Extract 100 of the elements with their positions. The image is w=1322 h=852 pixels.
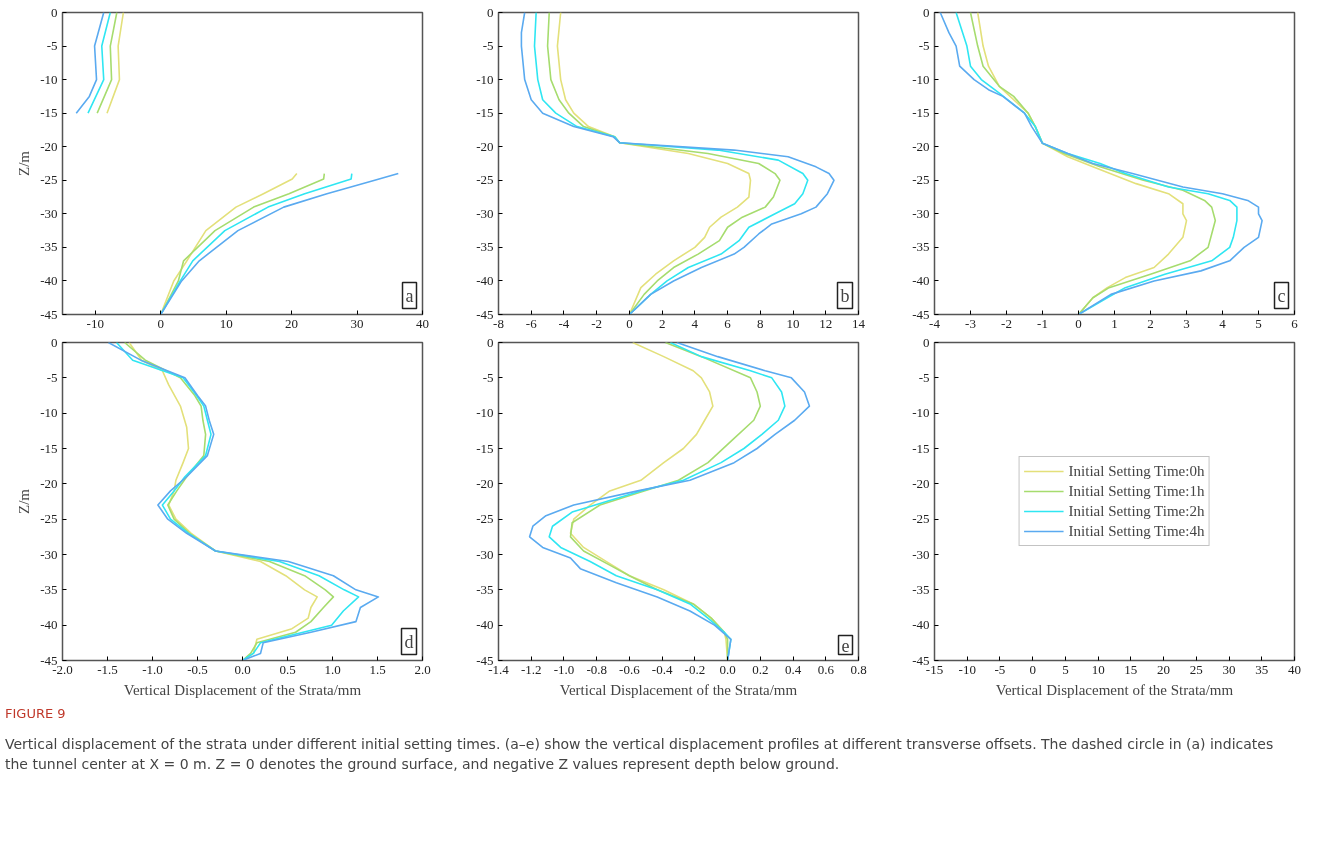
x-tick-label: 30 [350,315,364,331]
y-tick-label: 0 [487,334,494,350]
x-tick-label: -2 [591,315,603,331]
x-tick-label: 5 [1062,661,1069,677]
x-tick-label: -8 [493,315,504,331]
x-axis-title: Vertical Displacement of the Strata/mm [123,681,362,698]
x-tick-label: 30 [1222,661,1236,677]
line-series [556,12,752,315]
y-tick-label: -25 [40,172,58,188]
y-tick-label: -30 [476,546,494,562]
x-tick-label: 3 [1183,315,1190,331]
y-tick-label: 0 [487,4,494,20]
x-tick-label: 0.8 [850,661,867,677]
y-tick-label: -5 [46,369,58,385]
y-tick-label: -30 [40,205,58,221]
y-tick-label: -40 [40,272,58,288]
y-tick-label: -15 [912,105,930,121]
y-tick-label: -40 [912,617,930,633]
y-tick-label: -10 [40,405,58,421]
annotation: b [840,285,850,306]
x-tick-label: 2.0 [414,661,431,677]
y-tick-label: -35 [476,581,494,597]
x-tick-label: -4 [558,315,570,331]
x-tick-label: -6 [525,315,538,331]
x-tick-label: 2 [658,315,666,331]
y-tick-label: -25 [40,511,58,527]
x-tick-label: -1 [1037,315,1048,331]
y-tick-label: -35 [476,239,494,255]
y-tick-label: -20 [476,475,494,491]
legend-label: Initial Setting Time:0h [1068,462,1205,480]
legend-label: Initial Setting Time:2h [1068,502,1205,520]
y-tick-label: -30 [476,205,494,221]
x-tick-label: 20 [1157,661,1171,677]
y-tick-label: -30 [912,546,930,562]
x-tick-label: 2 [1147,315,1154,331]
y-tick-label: -10 [912,71,930,87]
x-tick-label: -0.6 [619,661,641,677]
y-tick-label: 0 [923,334,930,350]
x-tick-label: 0.0 [719,661,736,677]
x-tick-label: 10 [786,315,800,331]
x-tick-label: 40 [416,315,429,331]
x-tick-label: 6 [1291,315,1299,331]
y-tick-label: -15 [40,440,58,456]
x-tick-label: 8 [757,315,764,331]
y-tick-label: -10 [912,405,930,421]
y-tick-label: -40 [476,272,494,288]
y-tick-label: -45 [912,306,930,322]
x-tick-label: 0.0 [234,661,251,677]
x-tick-label: 20 [285,315,299,331]
y-tick-label: -5 [918,369,930,385]
x-tick-label: -0.4 [651,661,673,677]
y-tick-label: -25 [912,511,930,527]
x-tick-label: 14 [852,315,866,331]
x-tick-label: 0 [157,315,164,331]
x-axis-title: Vertical Displacement of the Strata/mm [559,681,798,698]
y-tick-label: -15 [912,440,930,456]
x-tick-label: 0.4 [784,661,802,677]
y-tick-label: -35 [912,581,930,597]
y-tick-label: -5 [46,38,58,54]
x-tick-label: 4 [691,315,699,331]
y-axis-title: Z/m [16,488,33,514]
x-tick-label: -1.2 [520,661,542,677]
x-tick-label: 25 [1189,661,1203,677]
x-tick-label: 4 [1219,315,1227,331]
x-tick-label: -10 [86,315,104,331]
y-tick-label: -40 [476,617,494,633]
x-tick-label: 0 [1029,661,1036,677]
x-tick-label: -5 [994,661,1006,677]
annotation: a [405,285,414,306]
x-tick-label: -0.8 [586,661,607,677]
y-tick-label: -30 [40,546,58,562]
annotation: c [1277,285,1286,306]
y-tick-label: -25 [912,172,930,188]
x-tick-label: 0 [1075,315,1082,331]
y-tick-label: -45 [476,652,494,668]
x-tick-label: 1.0 [324,661,341,677]
y-tick-label: -30 [912,205,930,221]
x-tick-label: 40 [1288,661,1301,677]
y-tick-label: -15 [476,440,494,456]
line-series [528,342,811,661]
y-axis-title: Z/m [16,150,33,176]
y-tick-label: -20 [912,475,930,491]
x-tick-label: 0.5 [279,661,296,677]
x-tick-label: -3 [965,315,976,331]
y-tick-label: -10 [40,71,58,87]
annotation: d [404,631,414,652]
y-tick-label: -15 [40,105,58,121]
x-tick-label: -10 [958,661,976,677]
y-tick-label: -10 [476,405,494,421]
x-tick-label: -1.5 [97,661,118,677]
y-tick-label: -35 [40,239,58,255]
legend-label: Initial Setting Time:1h [1068,482,1205,500]
y-tick-label: -5 [482,38,494,54]
y-tick-label: 0 [51,4,58,20]
x-tick-label: 0 [626,315,633,331]
x-tick-label: 1 [1111,315,1118,331]
y-tick-label: -5 [482,369,494,385]
y-tick-label: -5 [918,38,930,54]
x-tick-label: 0.6 [817,661,835,677]
x-tick-label: -4 [929,315,941,331]
